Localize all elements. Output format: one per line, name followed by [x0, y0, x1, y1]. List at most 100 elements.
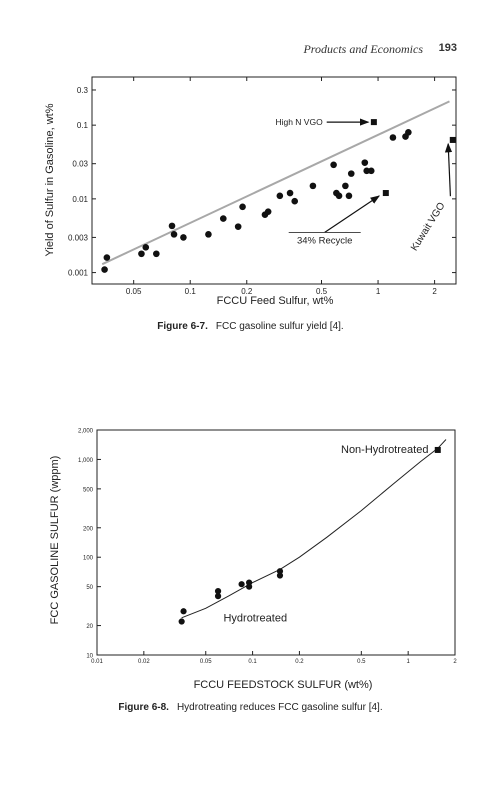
y-tick-label: 0.1 [77, 121, 89, 130]
data-point-square [370, 119, 377, 126]
chart1-y-axis-label: Yield of Sulfur in Gasoline, wt% [44, 103, 56, 256]
data-point [389, 134, 397, 141]
x-tick-label: 0.1 [248, 659, 257, 665]
chart2-y-ticks: 10 20 50 100 200 500 1,000 2,000 [78, 429, 101, 660]
data-point [214, 593, 222, 600]
y-tick-label: 200 [83, 526, 94, 532]
figure-label: Figure 6-7. [157, 321, 208, 332]
data-point [276, 568, 284, 575]
x-tick-label: 2 [453, 659, 457, 665]
chart2-fit [181, 439, 447, 619]
data-point [239, 203, 246, 211]
x-tick-label: 0.05 [200, 659, 212, 665]
data-point-square [449, 136, 456, 143]
y-tick-label: 100 [83, 556, 94, 562]
chart2-series-labels: Hydrotreated Non-Hydrotreated [223, 444, 428, 625]
series-label-non-hydrotreated: Non-Hydrotreated [341, 444, 428, 456]
chart2-y-axis-label: FCC GASOLINE SULFUR (wppm) [49, 456, 61, 625]
data-point [219, 215, 227, 222]
y-tick-label: 50 [86, 585, 93, 591]
y-tick-label: 1,000 [78, 458, 94, 464]
data-point [178, 618, 185, 625]
chart2-points [178, 446, 441, 625]
x-tick-label: 0.2 [241, 287, 253, 296]
data-point [205, 231, 212, 238]
y-tick-label: 0.003 [68, 233, 89, 242]
data-point [309, 182, 317, 190]
data-point [234, 223, 242, 230]
x-tick-label: 1 [376, 287, 381, 296]
data-point [101, 266, 108, 273]
chart2-x-ticks: 0.01 0.02 0.05 0.1 0.2 0.5 1 2 [91, 651, 457, 665]
y-tick-label: 0.001 [68, 269, 89, 278]
annotation-arrow [444, 142, 453, 197]
data-point [168, 222, 176, 230]
data-point [153, 250, 160, 258]
data-point [347, 170, 355, 177]
data-point [264, 208, 272, 215]
chart1-frame [91, 76, 457, 285]
data-point [180, 234, 187, 241]
data-point [170, 231, 178, 238]
y-tick-label: 500 [83, 487, 94, 493]
chart2-x-axis-label: FCCU FEEDSTOCK SULFUR (wt%) [194, 679, 373, 691]
x-tick-label: 0.5 [316, 287, 328, 296]
data-point [367, 167, 375, 175]
annotation-arrow [324, 195, 381, 233]
chart1-trend [101, 100, 450, 266]
chart1-x-ticks: 0.05 0.1 0.2 0.5 1 2 [126, 77, 437, 296]
data-point [142, 244, 150, 251]
x-tick-label: 0.1 [185, 287, 197, 296]
chart2-frame [96, 429, 456, 656]
data-point [335, 192, 343, 200]
data-point [345, 192, 353, 200]
y-tick-label: 10 [86, 654, 93, 660]
data-point [214, 588, 222, 595]
data-point-square [434, 446, 441, 453]
data-point [103, 254, 111, 261]
annotation-recycle: 34% Recycle [297, 235, 352, 246]
figure-6-7-chart: 0.001 0.003 0.01 0.03 0.1 0.3 0.05 0.1 0.2 0.5 1 2… [44, 76, 457, 307]
page-number: 193 [438, 42, 457, 54]
data-point-square [382, 190, 389, 197]
figure-label: Figure 6-8. [118, 702, 169, 713]
data-point [363, 167, 370, 175]
page-header: Products and Economics 193 [0, 42, 501, 62]
x-tick-label: 0.05 [126, 287, 142, 296]
figure-caption-text: Hydrotreating reduces FCC gasoline sulfu… [176, 702, 383, 713]
y-tick-label: 0.01 [72, 195, 88, 204]
data-point [361, 159, 369, 166]
data-point [330, 161, 337, 169]
running-head: Products and Economics [303, 42, 423, 56]
x-tick-label: 0.02 [138, 659, 150, 665]
series-label-hydrotreated: Hydrotreated [223, 613, 287, 625]
x-tick-label: 1 [406, 659, 410, 665]
figure-6-8-chart: 10 20 50 100 200 500 1,000 2,000 0.01 0.02 0.05 0.… [49, 429, 457, 692]
data-point [246, 583, 253, 590]
fit-curve [181, 439, 447, 619]
plot-frame [96, 429, 456, 656]
figure-6-7-caption: Figure 6-7. FCC gasoline sulfur yield [4]… [0, 321, 501, 332]
annotation-high-n-vgo: High N VGO [275, 117, 323, 127]
x-tick-label: 0.5 [357, 659, 366, 665]
y-tick-label: 0.03 [72, 160, 88, 169]
data-point [405, 128, 412, 136]
chart1-y-ticks: 0.001 0.003 0.01 0.03 0.1 0.3 [68, 86, 456, 278]
figure-caption-text: FCC gasoline sulfur yield [4]. [215, 321, 344, 332]
trend-line [101, 100, 450, 266]
data-point [180, 608, 187, 615]
data-point [138, 250, 145, 258]
data-point [276, 572, 284, 579]
data-point [276, 192, 284, 200]
y-tick-label: 0.3 [77, 86, 89, 95]
y-tick-label: 2,000 [78, 429, 94, 435]
data-point [238, 581, 245, 588]
data-point [291, 197, 299, 205]
data-point [342, 182, 349, 190]
x-tick-label: 0.01 [91, 659, 103, 665]
y-tick-label: 20 [86, 624, 93, 630]
data-point [286, 189, 294, 197]
figure-6-8-caption: Figure 6-8. Hydrotreating reduces FCC gas… [0, 702, 501, 713]
chart1-points [101, 119, 456, 273]
plot-frame [91, 76, 457, 285]
